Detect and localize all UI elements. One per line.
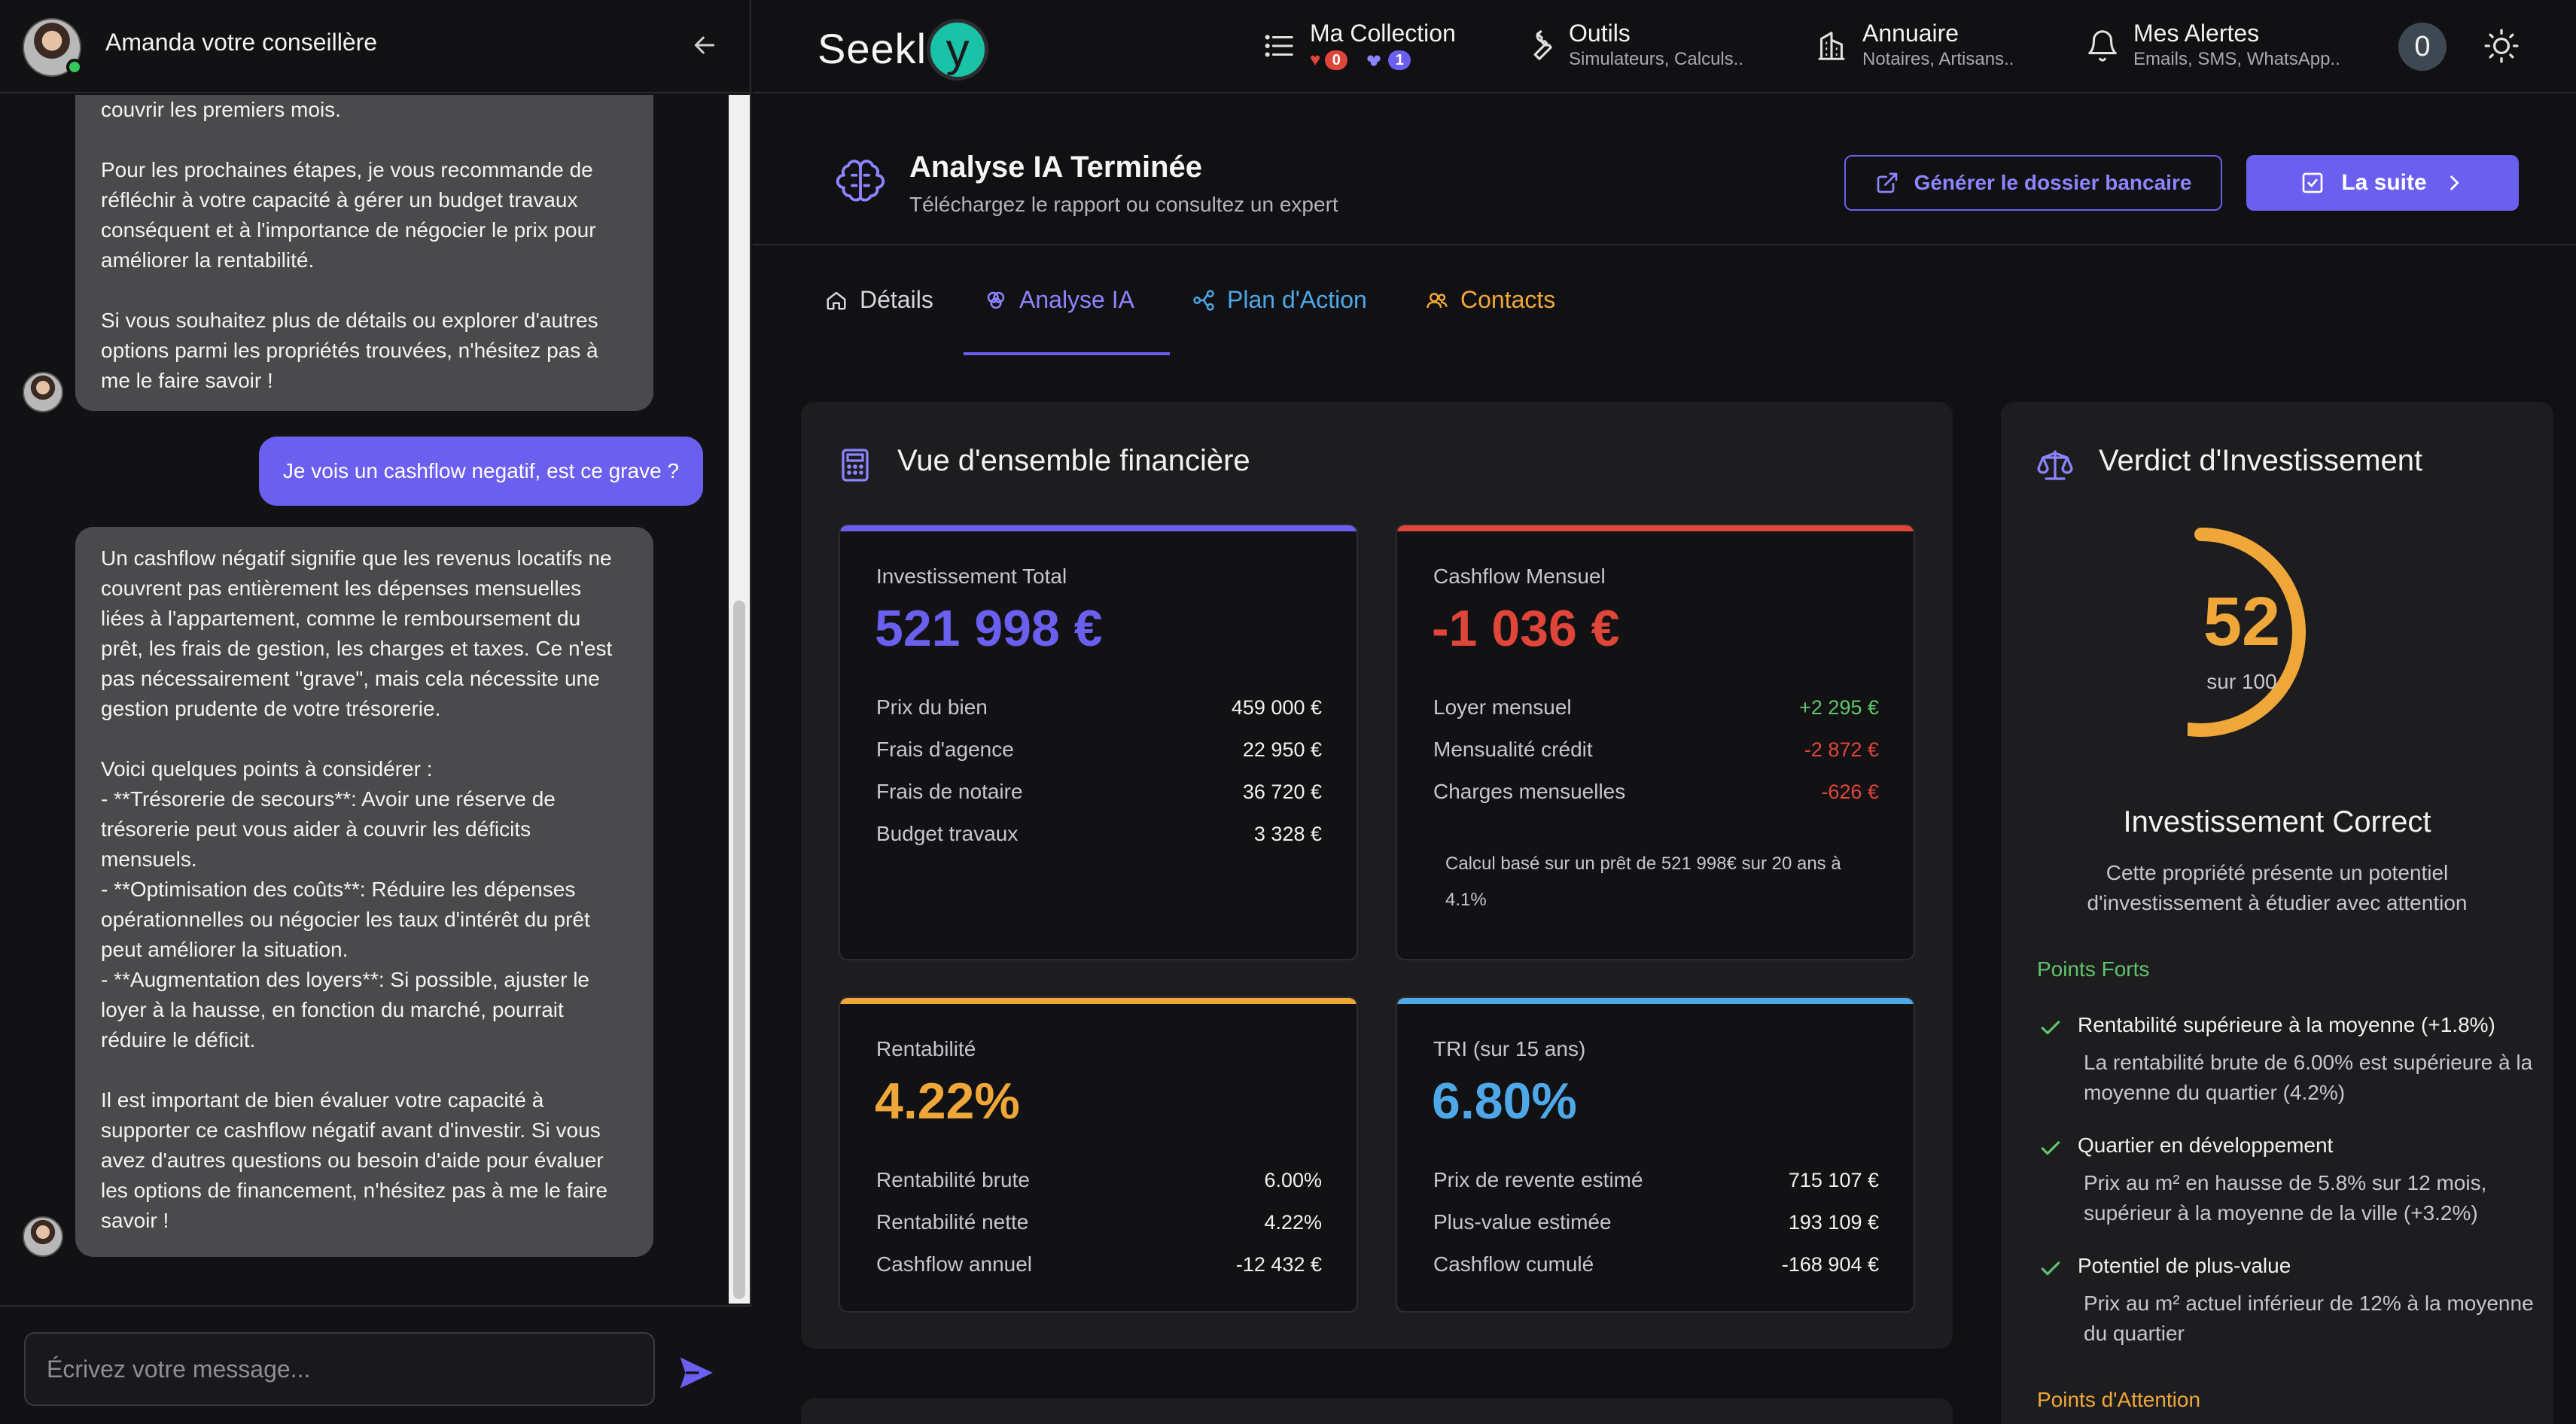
table-row: Loyer mensuel +2 295 €	[1433, 695, 1879, 719]
score-gauge-arc	[2188, 528, 2306, 737]
card-monthly-cashflow: Cashflow Mensuel -1 036 € Loyer mensuel +…	[1396, 524, 1915, 960]
verdict-title: Verdict d'Investissement	[2099, 444, 2423, 477]
nav-tools[interactable]: Outils Simulateurs, Calculs..	[1521, 18, 1743, 78]
chat-message-input[interactable]	[24, 1332, 655, 1406]
verdict-label: Investissement Correct	[2123, 805, 2431, 838]
brain-icon	[987, 291, 1005, 309]
chat-input-bar	[0, 1305, 751, 1424]
advisor-avatar-small	[23, 372, 63, 412]
sun-icon[interactable]	[2483, 27, 2520, 65]
favorites-count-badge: 0	[1325, 50, 1348, 70]
calculator-icon	[842, 449, 869, 482]
analysis-title: Analyse IA Terminée	[909, 151, 1203, 184]
heart-icon: ♥	[1310, 50, 1321, 70]
check-icon	[2041, 1141, 2060, 1155]
collapse-arrow-icon[interactable]	[690, 30, 720, 60]
user-avatar-button[interactable]: 0	[2398, 23, 2447, 71]
chat-header: Amanda votre conseillère	[0, 0, 751, 93]
check-square-icon	[2302, 172, 2323, 193]
table-row: Frais d'agence 22 950 €	[876, 738, 1322, 761]
irr-value: 6.80%	[1432, 1073, 1577, 1130]
send-icon[interactable]	[674, 1353, 717, 1392]
table-row: Cashflow annuel -12 432 €	[876, 1252, 1322, 1276]
brain-icon	[1367, 55, 1381, 66]
chat-scrollbar-thumb[interactable]	[733, 601, 745, 1299]
tab-details[interactable]: Détails	[825, 286, 933, 361]
advisor-name: Amanda votre conseillère	[105, 29, 378, 56]
financial-overview-panel: Vue d'ensemble financière Investissement…	[801, 402, 1953, 1349]
table-row: Frais de notaire 36 720 €	[876, 780, 1322, 803]
strength-item: Rentabilité supérieure à la moyenne (+1.…	[2037, 1013, 2534, 1126]
table-row: Budget travaux 3 328 €	[876, 822, 1322, 845]
table-row: Plus-value estimée 193 109 €	[1433, 1210, 1879, 1234]
seekly-logo[interactable]: Seekl y	[818, 17, 989, 81]
monthly-cashflow-value: -1 036 €	[1432, 600, 1620, 657]
tab-contacts[interactable]: Contacts	[1426, 286, 1555, 361]
next-section-panel	[801, 1398, 1953, 1424]
score-scale: sur 100	[2206, 670, 2277, 693]
bot-message: couvrir les premiers mois. Pour les proc…	[75, 95, 653, 411]
top-navigation: Seekl y Ma Collection ♥ 0 1 Outils Simul…	[753, 0, 2576, 93]
check-icon	[2041, 1021, 2060, 1035]
total-investment-value: 521 998 €	[875, 600, 1103, 657]
table-row: Rentabilité nette 4.22%	[876, 1210, 1322, 1234]
strength-item: Quartier en développement Prix au m² en …	[2037, 1133, 2534, 1246]
nodes-icon	[1193, 290, 1214, 311]
bell-icon	[2088, 30, 2117, 62]
generate-bank-file-button[interactable]: Générer le dossier bancaire	[1844, 155, 2222, 211]
attention-heading: Points d'Attention	[2037, 1388, 2201, 1411]
score-gauge	[2188, 528, 2306, 737]
analyses-count-badge: 1	[1388, 50, 1411, 70]
nav-collection[interactable]: Ma Collection ♥ 0 1	[1262, 18, 1456, 78]
users-icon	[1427, 293, 1448, 309]
tab-ai-analysis[interactable]: Analyse IA	[985, 286, 1134, 361]
card-profitability: Rentabilité 4.22% Rentabilité brute 6.00%…	[839, 996, 1358, 1313]
bot-message: Un cashflow négatif signifie que les rev…	[75, 527, 653, 1257]
online-status-dot	[66, 59, 83, 75]
table-row: Prix de revente estimé 715 107 €	[1433, 1168, 1879, 1191]
analysis-subtitle: Téléchargez le rapport ou consultez un e…	[909, 193, 1338, 216]
analysis-header: Analyse IA Terminée Téléchargez le rappo…	[753, 95, 2576, 245]
tab-action-plan[interactable]: Plan d'Action	[1192, 286, 1367, 361]
card-total-investment: Investissement Total 521 998 € Prix du b…	[839, 524, 1358, 960]
list-icon	[1265, 35, 1293, 57]
nav-alerts[interactable]: Mes Alertes Emails, SMS, WhatsApp..	[2085, 18, 2340, 78]
loan-calculation-note: Calcul basé sur un prêt de 521 998€ sur …	[1445, 853, 1841, 910]
next-step-button[interactable]: La suite	[2246, 155, 2519, 211]
score-value: 52	[2203, 583, 2281, 660]
card-irr: TRI (sur 15 ans) 6.80% Prix de revente e…	[1396, 996, 1915, 1313]
strengths-heading: Points Forts	[2037, 957, 2150, 981]
chat-messages[interactable]: couvrir les premiers mois. Pour les proc…	[0, 95, 751, 1304]
chat-panel: Amanda votre conseillère couvrir les pre…	[0, 0, 751, 1424]
table-row: Charges mensuelles -626 €	[1433, 780, 1879, 803]
tab-bar: Détails Analyse IA Plan d'Action Contact…	[753, 247, 2576, 355]
user-message: Je vois un cashflow negatif, est ce grav…	[258, 437, 703, 506]
home-icon	[827, 291, 846, 310]
strength-item: Potentiel de plus-value Prix au m² actue…	[2037, 1254, 2534, 1367]
advisor-avatar-small	[23, 1216, 63, 1257]
check-icon	[2041, 1261, 2060, 1276]
table-row: Mensualité crédit -2 872 €	[1433, 738, 1879, 761]
wrench-icon	[1533, 30, 1552, 60]
advisor-avatar	[23, 18, 81, 77]
table-row: Prix du bien 459 000 €	[876, 695, 1322, 719]
financial-overview-title: Vue d'ensemble financière	[897, 444, 1250, 477]
verdict-description: Cette propriété présente un potentiel d'…	[2087, 861, 2468, 914]
brain-icon	[836, 160, 885, 202]
table-row: Rentabilité brute 6.00%	[876, 1168, 1322, 1191]
table-row: Cashflow cumulé -168 904 €	[1433, 1252, 1879, 1276]
active-tab-indicator	[964, 352, 1170, 355]
nav-directory[interactable]: Annuaire Notaires, Artisans..	[1814, 18, 2014, 78]
chevron-right-icon	[2450, 175, 2459, 190]
scale-icon	[2037, 450, 2073, 480]
external-link-icon	[1877, 172, 1897, 193]
investment-verdict-panel: Verdict d'Investissement 52 sur 100 Inve…	[2001, 402, 2553, 1424]
profitability-value: 4.22%	[875, 1073, 1020, 1130]
building-icon	[1818, 32, 1845, 60]
